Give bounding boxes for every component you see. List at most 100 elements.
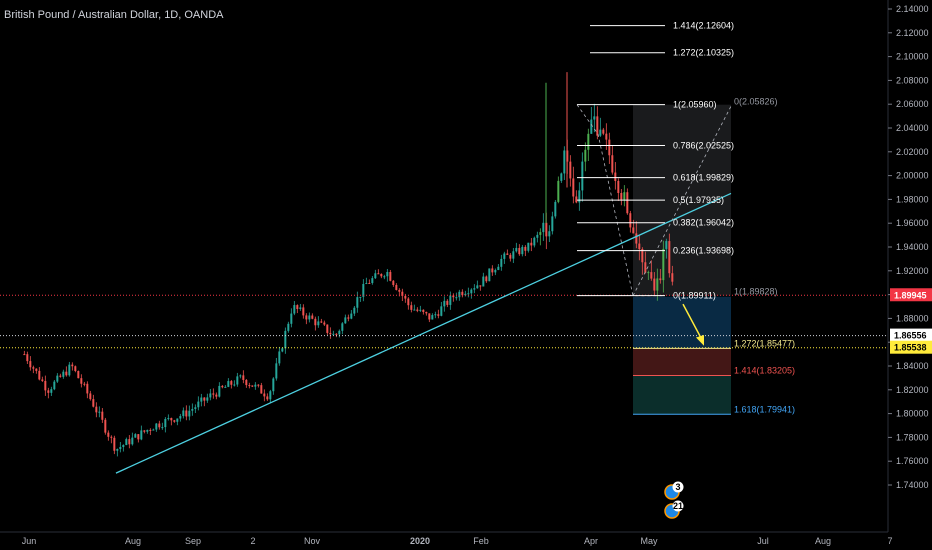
candle-body	[515, 247, 518, 252]
price-tick-label: 1.96000	[896, 218, 929, 228]
candle-body	[242, 375, 245, 380]
projection-arrow-line	[682, 303, 703, 341]
candle-body	[614, 172, 617, 181]
candle-body	[224, 386, 227, 388]
candle-body	[557, 180, 560, 202]
candle-body	[311, 315, 314, 319]
candle-body	[209, 393, 212, 398]
candle-body	[50, 389, 53, 393]
candle-body	[197, 401, 200, 408]
price-label-box	[890, 288, 932, 302]
candle-body	[317, 321, 320, 326]
time-tick-label: Aug	[815, 536, 831, 546]
price-label-text: 1.85538	[894, 343, 927, 353]
candle-body	[644, 262, 647, 273]
candle-body	[410, 305, 413, 310]
candle-body	[278, 351, 281, 364]
candle-body	[260, 385, 263, 394]
projection-arrow-head	[696, 335, 704, 346]
candle-body	[248, 385, 251, 387]
candle-body	[434, 314, 437, 316]
candle-body	[137, 434, 140, 440]
price-tick-label: 1.88000	[896, 313, 929, 323]
candle-body	[500, 258, 503, 267]
fib-ext-label: 1(1.89828)	[734, 287, 778, 297]
price-tick-label: 2.06000	[896, 99, 929, 109]
candle-body	[122, 445, 125, 448]
fib-level-label: 0.618(1.99829)	[673, 173, 734, 183]
candle-body	[497, 266, 500, 270]
candle-body	[65, 371, 68, 376]
candle-body	[647, 272, 650, 274]
candle-body	[143, 430, 146, 432]
candle-body	[344, 317, 347, 324]
candle-body	[521, 246, 524, 255]
candle-body	[305, 315, 308, 320]
candle-body	[593, 116, 596, 120]
candle-body	[518, 247, 521, 255]
candle-body	[626, 192, 629, 214]
candle-body	[116, 449, 119, 451]
candle-body	[671, 273, 674, 282]
candle-body	[302, 307, 305, 316]
candle-body	[86, 383, 89, 394]
candle-body	[320, 321, 323, 323]
fib-level-label: 0.236(1.93698)	[673, 246, 734, 256]
candle-body	[68, 364, 71, 376]
candle-body	[584, 149, 587, 162]
candle-body	[380, 273, 383, 277]
candle-body	[239, 375, 242, 377]
candle-body	[476, 285, 479, 289]
fib-ext-zone-1	[633, 296, 731, 349]
candle-body	[62, 371, 65, 377]
time-tick-label: 2	[250, 536, 255, 546]
candle-body	[563, 150, 566, 174]
candle-body	[362, 283, 365, 297]
candle-body	[245, 379, 248, 386]
candle-body	[401, 291, 404, 296]
candle-body	[431, 315, 434, 320]
candle-body	[416, 309, 419, 311]
candle-body	[191, 408, 194, 411]
candle-body	[440, 306, 443, 316]
candle-body	[284, 330, 287, 349]
candle-body	[104, 419, 107, 433]
fib-level-label: 0.382(1.96042)	[673, 218, 734, 228]
candle-body	[131, 437, 134, 445]
candle-body	[89, 393, 92, 400]
candle-body	[92, 399, 95, 407]
event-count-label: 3	[675, 482, 680, 492]
candle-body	[230, 381, 233, 385]
price-label-text: 1.89945	[894, 290, 927, 300]
fib-level-label: 1.272(2.10325)	[673, 48, 734, 58]
candle-body	[668, 241, 671, 274]
candle-body	[464, 293, 467, 296]
candle-body	[659, 278, 662, 281]
candle-body	[293, 305, 296, 314]
candlesticks	[23, 72, 674, 457]
time-tick-label: Jun	[22, 536, 37, 546]
candle-body	[551, 216, 554, 232]
candle-body	[227, 381, 230, 387]
candle-body	[473, 288, 476, 290]
fib-zones	[633, 104, 731, 415]
candle-body	[542, 222, 545, 233]
candle-body	[587, 133, 590, 150]
time-tick-label: Feb	[473, 536, 489, 546]
price-tick-label: 1.82000	[896, 385, 929, 395]
candle-body	[533, 237, 536, 246]
candle-body	[170, 418, 173, 421]
candle-body	[503, 253, 506, 259]
candle-body	[149, 429, 152, 431]
price-tick-label: 2.12000	[896, 28, 929, 38]
fib-level-label: 0(1.89911)	[673, 291, 716, 301]
candle-body	[353, 307, 356, 314]
candle-body	[590, 119, 593, 134]
time-axis: Jun Aug Sep 2 Nov 2020 Feb Apr May Jul Aug 7	[0, 531, 893, 546]
candle-body	[134, 434, 137, 438]
candle-body	[530, 242, 533, 246]
candle-body	[338, 330, 341, 335]
candle-body	[308, 315, 311, 320]
price-label-box	[890, 340, 932, 354]
